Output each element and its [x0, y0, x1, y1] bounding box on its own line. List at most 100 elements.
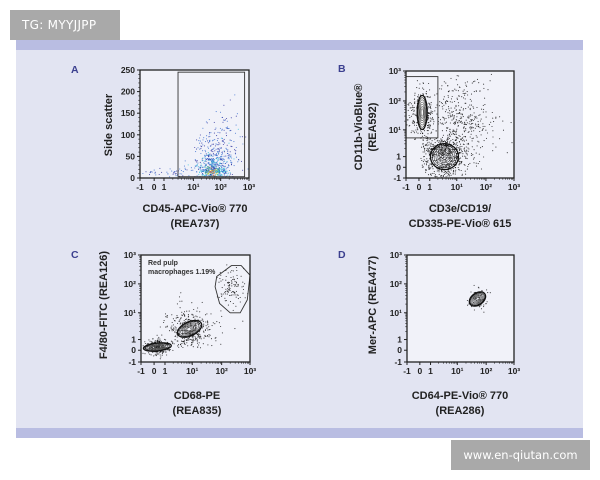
event-dot	[221, 294, 223, 296]
event-dot	[431, 131, 433, 133]
event-dot	[180, 343, 182, 345]
event-dot	[431, 140, 433, 142]
event-dot	[212, 174, 215, 177]
event-dot	[475, 162, 477, 164]
event-dot	[469, 162, 471, 164]
event-dot	[205, 159, 207, 161]
event-dot	[465, 146, 467, 148]
event-dot	[425, 160, 427, 162]
event-dot	[470, 133, 472, 135]
event-dot	[206, 154, 208, 156]
event-dot	[172, 318, 174, 320]
event-dot	[159, 338, 161, 340]
event-dot	[181, 343, 183, 345]
event-dot	[446, 142, 448, 144]
event-dot	[469, 107, 471, 109]
event-dot	[458, 120, 461, 122]
contour-line	[433, 146, 456, 167]
event-dot	[464, 135, 467, 138]
event-dot	[218, 172, 221, 174]
event-dot	[447, 115, 449, 117]
event-dot	[429, 112, 431, 114]
event-dot	[207, 321, 209, 323]
event-dot	[410, 115, 412, 117]
event-dot	[208, 326, 210, 328]
axes-frame	[406, 254, 515, 363]
contour-line	[471, 293, 484, 305]
event-dot	[483, 306, 485, 308]
event-dot	[466, 299, 468, 302]
event-dot	[174, 173, 176, 175]
event-dot	[206, 174, 208, 176]
events-layer	[142, 94, 249, 178]
event-dot	[449, 175, 451, 177]
contour-line	[418, 101, 426, 124]
event-dot	[157, 338, 159, 340]
event-dot	[486, 301, 488, 303]
event-dot	[208, 159, 210, 161]
event-dot	[227, 150, 229, 152]
event-dot	[473, 91, 475, 93]
event-dot	[183, 165, 186, 167]
event-dot	[447, 156, 449, 158]
event-dot	[172, 343, 174, 345]
event-dot	[471, 140, 473, 142]
event-dot	[153, 355, 155, 357]
event-dot	[434, 142, 436, 144]
event-dot	[459, 118, 461, 120]
event-dot	[443, 81, 445, 83]
event-dot	[209, 159, 211, 161]
event-dot	[472, 127, 474, 129]
event-dot	[213, 121, 215, 123]
event-dot	[201, 301, 203, 303]
contour-line	[475, 297, 480, 301]
event-dot	[470, 93, 473, 95]
event-dot	[210, 164, 213, 166]
event-dot	[454, 157, 457, 159]
event-dot	[209, 132, 211, 134]
event-dot	[194, 158, 196, 161]
event-dot	[170, 328, 172, 330]
event-dot	[221, 332, 223, 334]
event-dot	[212, 168, 214, 170]
event-dot	[467, 165, 469, 168]
event-dot	[440, 141, 442, 143]
event-dot	[441, 130, 443, 132]
event-dot	[203, 325, 205, 327]
event-dot	[462, 116, 464, 118]
event-dot	[461, 151, 463, 153]
event-dot	[205, 121, 207, 123]
event-dot	[221, 129, 223, 131]
event-dot	[416, 122, 418, 124]
event-dot	[199, 167, 202, 169]
event-dot	[458, 95, 460, 98]
event-dot	[220, 343, 222, 345]
event-dot	[449, 148, 451, 151]
event-dot	[200, 152, 202, 155]
event-dot	[201, 167, 203, 169]
event-dot	[423, 146, 425, 148]
event-dot	[440, 102, 442, 104]
event-dot	[205, 167, 207, 169]
event-dot	[463, 164, 465, 166]
event-dot	[425, 92, 427, 94]
event-dot	[465, 152, 467, 154]
gate-label: Red pulp	[148, 260, 178, 267]
contour-line	[418, 99, 427, 126]
event-dot	[238, 158, 240, 161]
event-dot	[422, 166, 424, 168]
event-dot	[428, 147, 430, 149]
event-dot	[435, 130, 437, 132]
event-dot	[232, 302, 234, 305]
event-dot	[165, 316, 167, 318]
event-dot	[181, 315, 183, 317]
event-dot	[426, 95, 428, 97]
event-dot	[225, 117, 228, 120]
event-dot	[427, 139, 429, 141]
event-dot	[188, 337, 190, 339]
x-tick-label: 1	[162, 182, 167, 192]
event-dot	[473, 157, 475, 159]
event-dot	[234, 132, 237, 134]
event-dot	[180, 292, 182, 294]
event-dot	[220, 147, 222, 149]
